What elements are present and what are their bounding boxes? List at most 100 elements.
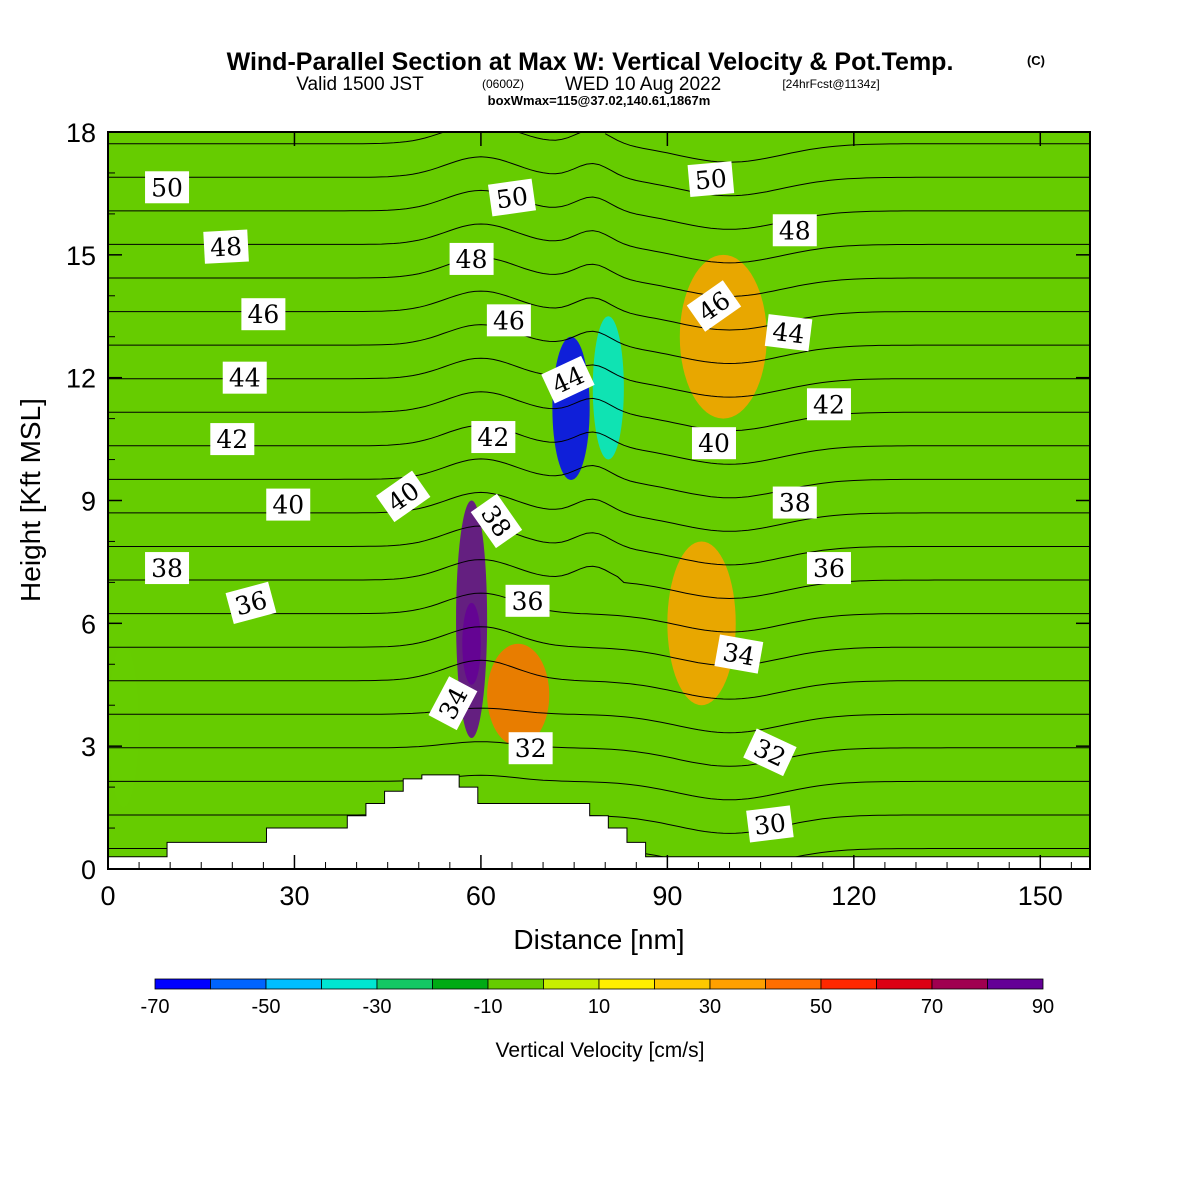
x-tick-label: 120 <box>831 881 876 911</box>
velocity-cell-updraft-right <box>667 541 736 706</box>
isentrope-label: 30 <box>746 805 794 843</box>
colorbar-swatch <box>321 978 378 990</box>
isentrope-label-box <box>806 388 851 421</box>
isentrope-label: 48 <box>203 229 249 264</box>
velocity-cell-updraft-lower <box>487 643 550 747</box>
isentrope-label-box <box>487 178 537 217</box>
velocity-cell-downdraft-left <box>108 643 140 808</box>
title-copyright-mark: (C) <box>1027 53 1045 68</box>
isentrope-label: 32 <box>508 732 553 765</box>
x-axis: 0 30 60 90 120 150 <box>100 132 1072 911</box>
isentrope-40 <box>108 458 1090 499</box>
colorbar-swatch <box>654 978 711 990</box>
isentrope-43 <box>108 357 1090 398</box>
x-tick-label: 150 <box>1018 881 1063 911</box>
colorbar-tick-label: -10 <box>474 996 503 1018</box>
subtitle-box-wmax: boxWmax=115@37.02,140.61,1867m <box>488 93 711 108</box>
isentrope-32 <box>108 741 1090 767</box>
isentrope-label-text: 46 <box>493 306 525 335</box>
colorbar-tick-label: 50 <box>810 996 832 1018</box>
isentrope-49 <box>108 156 1090 197</box>
isentrope-47 <box>108 223 1090 264</box>
colorbar-tick-label: -70 <box>141 996 170 1018</box>
isentrope-label-text: 34 <box>721 637 757 671</box>
isentrope-label-box <box>145 552 190 585</box>
isentrope-label-box <box>691 427 736 460</box>
isentrope-label-text: 50 <box>151 173 183 202</box>
y-tick-label: 18 <box>66 118 96 148</box>
isentrope-label-box <box>428 676 478 731</box>
isentrope-label-text: 42 <box>216 425 248 454</box>
isentrope-layer <box>108 131 1090 868</box>
isentrope-37 <box>108 559 1090 600</box>
chart-title: Wind-Parallel Section at Max W: Vertical… <box>227 48 954 76</box>
isentrope-label-text: 40 <box>272 491 304 520</box>
colorbar-tick-label: 10 <box>588 996 610 1018</box>
subtitle-forecast: [24hrFcst@1134z] <box>782 77 879 91</box>
isentrope-label-text: 36 <box>813 554 845 583</box>
isentrope-label-box <box>470 493 523 549</box>
isentrope-label-text: 38 <box>779 489 811 518</box>
isentrope-label-box <box>266 488 311 521</box>
colorbar-swatch <box>265 978 322 990</box>
y-tick-label: 0 <box>81 855 96 885</box>
isentrope-label: 44 <box>764 314 813 352</box>
isentrope-label-box <box>486 304 531 337</box>
isentrope-label-box <box>772 486 817 519</box>
y-axis-label: Height [Kft MSL] <box>15 398 46 602</box>
velocity-cell-downdraft-right <box>592 316 624 460</box>
isentrope-label-layer: 50 48 46 44 42 40 38 36 50 48 46 44 42 40 38 36 34 32 50 48… <box>145 161 851 843</box>
isentrope-label-box <box>471 421 516 454</box>
isentrope-label-text: 42 <box>813 390 845 419</box>
isentrope-label-text: 50 <box>694 164 728 196</box>
isentrope-34 <box>108 659 1090 700</box>
colorbar-tick-label: 90 <box>1032 996 1054 1018</box>
isentrope-label-box <box>505 584 550 617</box>
isentrope-label-text: 44 <box>771 317 806 350</box>
isentrope-label-text: 46 <box>247 300 279 329</box>
subtitle-date: WED 10 Aug 2022 <box>565 74 721 95</box>
isentrope-42 <box>108 391 1090 432</box>
terrain-silhouette <box>107 774 1091 870</box>
isentrope-label-box <box>806 552 851 585</box>
colorbar-swatch <box>765 978 822 990</box>
colorbar-swatch <box>987 978 1044 990</box>
isentrope-label-box <box>376 470 431 523</box>
x-axis-label: Distance [nm] <box>513 924 684 955</box>
colorbar-swatch <box>210 978 267 990</box>
isentrope-label-box <box>714 634 764 674</box>
isentrope-label-box <box>746 805 794 843</box>
isentrope-label-text: 38 <box>151 554 183 583</box>
x-tick-label: 90 <box>652 881 682 911</box>
isentrope-label-box <box>210 423 255 456</box>
isentrope-label-text: 48 <box>456 245 488 274</box>
isentrope-label-text: 36 <box>512 587 544 616</box>
isentrope-31 <box>108 774 1090 801</box>
isentrope-label: 36 <box>505 584 550 617</box>
y-tick-label: 12 <box>66 364 96 394</box>
isentrope-label: 48 <box>449 242 494 275</box>
isentrope-label: 46 <box>241 298 286 331</box>
isentrope-label-box <box>225 581 277 625</box>
isentrope-label-text: 40 <box>698 429 730 458</box>
y-tick-label: 3 <box>81 732 96 762</box>
isentrope-label: 42 <box>806 388 851 421</box>
isentrope-label-box <box>449 242 494 275</box>
y-tick-label: 6 <box>81 609 96 639</box>
isentrope-label: 50 <box>687 161 735 197</box>
plot-area: 50 48 46 44 42 40 38 36 50 48 46 44 42 40 38 36 34 32 50 48… <box>107 131 1091 870</box>
colorbar-swatch <box>432 978 489 990</box>
subtitle-valid-time: Valid 1500 JST <box>296 74 424 95</box>
isentrope-41 <box>108 424 1090 465</box>
colorbar-tick-label: -50 <box>252 996 281 1018</box>
isentrope-label-text: 48 <box>209 232 242 263</box>
colorbar-swatch <box>543 978 600 990</box>
isentrope-label: 36 <box>225 581 277 625</box>
colorbar-title: Vertical Velocity [cm/s] <box>496 1039 705 1062</box>
isentrope-label: 38 <box>772 486 817 519</box>
isentrope-label: 36 <box>806 552 851 585</box>
isentrope-label-box <box>743 728 797 777</box>
colorbar-swatch <box>931 978 988 990</box>
isentrope-label-box <box>687 161 735 197</box>
